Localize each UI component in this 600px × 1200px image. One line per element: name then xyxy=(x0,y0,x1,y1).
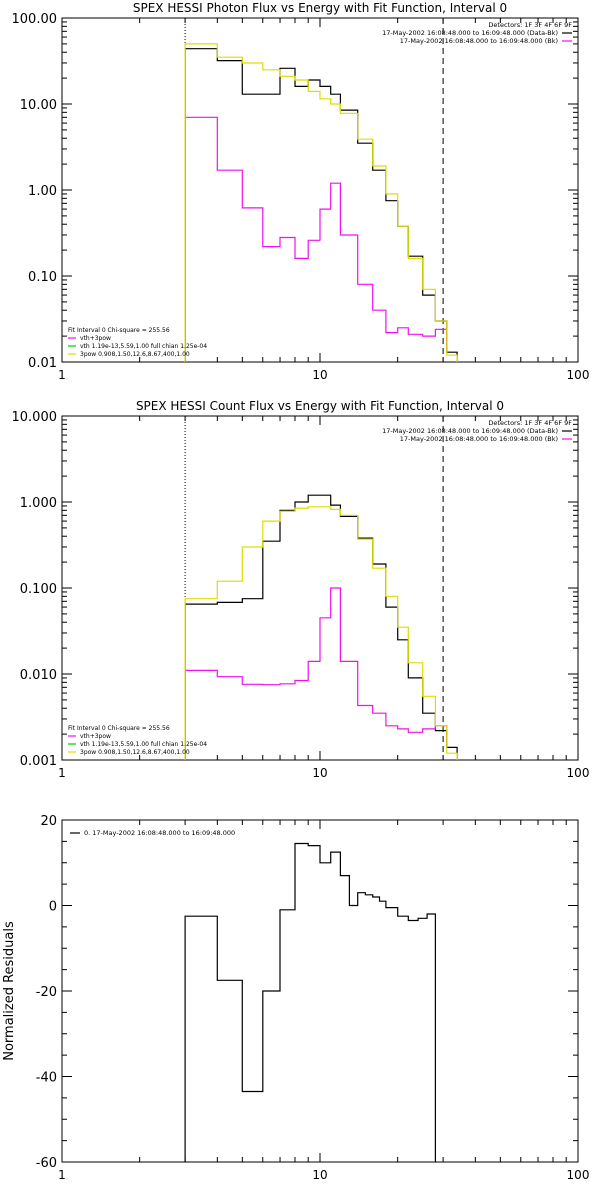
panel1-x-tick-label: 10 xyxy=(312,368,327,382)
panel1-fit-annotation-text: Fit Interval 0 Chi-square = 255.56 xyxy=(68,327,170,334)
panel1-fit-annotation-text: vth+3pow xyxy=(80,335,111,342)
panel2-y-tick-label: 0.001 xyxy=(20,754,57,769)
panel1-legend-text: 17-May-2002 16:08:48.000 to 16:09:48.000… xyxy=(382,29,558,37)
panel3-y-tick-label: 0 xyxy=(49,900,57,915)
panel1-y-tick-label: 0.10 xyxy=(28,270,57,285)
panel2-legend-text: 17-May-2002 16:08:48.000 to 16:09:48.000… xyxy=(382,427,558,435)
panel2-legend-text: Detectors: 1F 3F 4F 6F 9F xyxy=(488,419,572,427)
panel1-plot-frame xyxy=(61,17,579,363)
panel2-y-tick-label: 0.010 xyxy=(20,668,57,683)
panel3-x-tick-label: 10 xyxy=(312,1168,327,1182)
panel2-x-tick-label: 100 xyxy=(567,766,590,780)
panel1-y-tick-label: 100.00 xyxy=(12,12,58,27)
panel3-y-tick-label: -40 xyxy=(36,1071,57,1086)
panel1-y-tick-label: 0.01 xyxy=(28,356,57,371)
panel2-series-bk-line xyxy=(184,587,448,760)
panel1-series-vth-3pow-line xyxy=(184,43,458,362)
panel2-series-vth-3pow-line xyxy=(184,506,458,760)
panel2-series-data-bk-line xyxy=(184,494,458,760)
panel2-fit-annotation-text: 3pow 0.908,1.50,12.6,8.67,400,1.00 xyxy=(80,749,190,756)
panel1-legend-text: 17-May-2002 16:08:48.000 to 16:09:48.000… xyxy=(400,37,558,45)
panel1-x-tick-label: 1 xyxy=(58,368,66,382)
panel2-legend-text: 17-May-2002 16:08:48.000 to 16:09:48.000… xyxy=(400,435,558,443)
panel1-chart-title: SPEX HESSI Photon Flux vs Energy with Fi… xyxy=(133,1,507,15)
panel3-series-0-17-may-2002-16-08-48-000-to-16-09-48-000-line xyxy=(184,842,436,1162)
panel2-y-tick-label: 0.100 xyxy=(20,582,57,597)
panel1-fit-annotation-text: 3pow 0.908,1.50,12.6,8.67,400,1.00 xyxy=(80,351,190,358)
panel1-y-tick-label: 10.00 xyxy=(20,98,57,113)
panel3-y-tick-label: -60 xyxy=(36,1156,57,1171)
panel3-legend-text: 0. 17-May-2002 16:08:48.000 to 16:09:48.… xyxy=(84,829,235,837)
panel2-chart-title: SPEX HESSI Count Flux vs Energy with Fit… xyxy=(136,399,504,413)
panel2-plot-frame xyxy=(61,415,579,761)
panel1-x-tick-label: 100 xyxy=(567,368,590,382)
panel1-fit-annotation-text: vth 1.19e-13,5.59,1.00 full chian 1.25e-… xyxy=(80,343,207,350)
panel1-series-bk-line xyxy=(184,116,448,362)
panel2-fit-annotation-text: vth+3pow xyxy=(80,733,111,740)
panel3-y-tick-label: -20 xyxy=(36,985,57,1000)
panel3-x-tick-label: 1 xyxy=(58,1168,66,1182)
panel2-y-tick-label: 10.000 xyxy=(12,410,58,425)
panel2-x-tick-label: 10 xyxy=(312,766,327,780)
panel2-fit-annotation-text: Fit Interval 0 Chi-square = 255.56 xyxy=(68,725,170,732)
panel3-x-tick-label: 100 xyxy=(567,1168,590,1182)
panel1-y-tick-label: 1.00 xyxy=(28,184,57,199)
panel1-legend-text: Detectors: 1F 3F 4F 6F 9F xyxy=(488,21,572,29)
panel2-y-tick-label: 1.000 xyxy=(20,496,57,511)
panel3-plot-frame xyxy=(61,819,579,1163)
panel2-x-tick-label: 1 xyxy=(58,766,66,780)
panel3-y-axis-label: Normalized Residuals xyxy=(2,921,17,1061)
panel1-series-data-bk-line xyxy=(184,48,458,362)
panel2-fit-annotation-text: vth 1.19e-13,5.59,1.00 full chian 1.25e-… xyxy=(80,741,207,748)
panel3-y-tick-label: 20 xyxy=(40,814,57,829)
